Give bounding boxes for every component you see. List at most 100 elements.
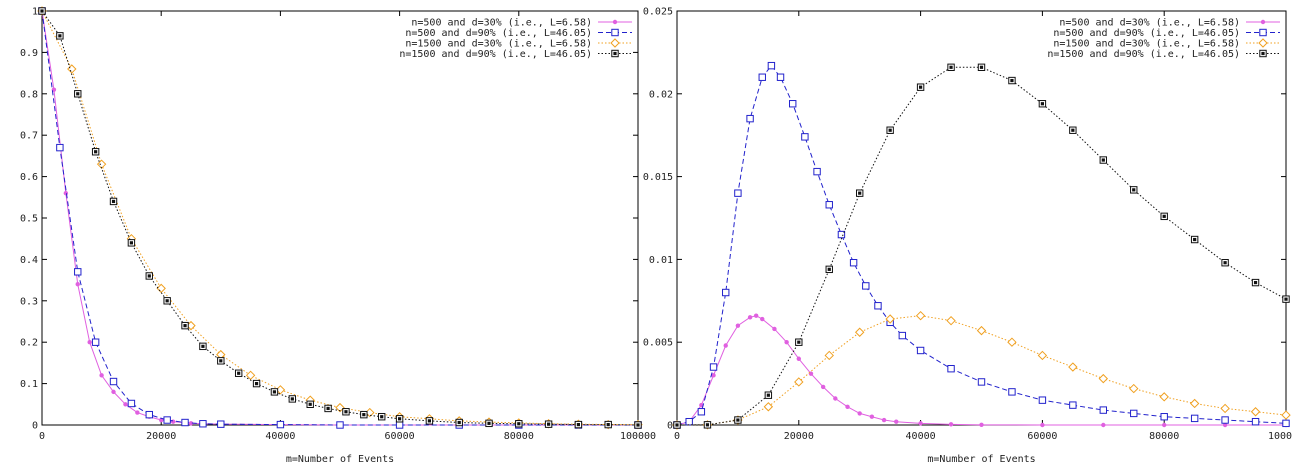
data-point (824, 350, 834, 361)
data-point (111, 389, 116, 395)
data-point (734, 416, 742, 424)
data-point (604, 420, 612, 429)
legend-label: n=1500 and d=90% (i.e., L=46.05) (399, 49, 592, 60)
data-point (976, 325, 987, 336)
y-tick-label: 0.5 (20, 214, 38, 225)
data-point (794, 377, 804, 387)
data-point (948, 422, 954, 427)
data-point (91, 338, 100, 346)
data-point (1068, 362, 1078, 372)
data-point (758, 73, 766, 81)
data-point (862, 282, 870, 290)
x-tick-label: 100000 (1268, 431, 1292, 442)
legend-label: n=500 and d=90% (i.e., L=46.05) (1053, 28, 1240, 39)
data-point (886, 126, 894, 134)
legend: n=500 and d=30% (i.e., L=6.58)n=500 and … (399, 18, 632, 60)
data-point (75, 282, 80, 287)
x-tick-label: 60000 (1027, 431, 1057, 442)
y-tick-label: 0.2 (20, 338, 38, 349)
series-line (676, 64, 1287, 426)
data-point (1221, 259, 1229, 267)
data-point (753, 313, 759, 318)
plot-frame (676, 10, 1287, 426)
series-2 (37, 6, 643, 430)
data-point (784, 340, 789, 345)
data-point (856, 189, 864, 197)
data-point (485, 419, 493, 428)
data-point (123, 402, 128, 407)
series-0 (39, 8, 641, 428)
data-point (869, 414, 875, 419)
data-point (776, 73, 785, 81)
data-point (395, 415, 404, 423)
legend-label: n=1500 and d=90% (i.e., L=46.05) (1047, 49, 1240, 60)
series-2 (672, 310, 1291, 430)
data-point (544, 420, 553, 428)
x-axis-label: m=Number of Events (927, 454, 1035, 465)
data-point (746, 114, 754, 123)
data-point (1189, 398, 1200, 409)
data-point (854, 327, 865, 337)
data-point (1160, 212, 1168, 221)
data-point (1190, 235, 1199, 244)
data-point (1282, 295, 1290, 303)
data-point (767, 61, 776, 70)
data-point (685, 417, 693, 426)
data-point (181, 418, 189, 427)
data-point (245, 370, 256, 381)
legend-marker (1260, 19, 1266, 25)
legend-label: n=500 and d=30% (i.e., L=6.58) (1059, 18, 1240, 29)
data-point (820, 384, 826, 390)
series-1 (673, 61, 1290, 429)
data-point (1281, 410, 1291, 420)
legend-marker (612, 19, 618, 25)
data-point (1069, 401, 1077, 409)
legend-label: n=1500 and d=30% (i.e., L=6.58) (1053, 39, 1240, 50)
data-point (747, 315, 753, 320)
series-3 (38, 7, 642, 429)
data-point (1130, 186, 1138, 194)
data-point (1007, 337, 1017, 347)
data-point (947, 364, 955, 373)
series-line (41, 10, 639, 426)
data-point (918, 421, 923, 426)
data-point (455, 418, 463, 427)
series-line (676, 315, 1287, 426)
data-point (825, 201, 833, 209)
data-point (947, 63, 955, 72)
data-point (288, 395, 297, 403)
plot-frame (41, 10, 639, 426)
data-point (127, 399, 136, 408)
data-point (67, 64, 77, 74)
data-point (217, 357, 225, 365)
data-point (276, 420, 285, 429)
y-tick-label: 0.6 (20, 172, 38, 183)
y-tick-label: 1 (32, 7, 38, 18)
chart-right-density: 0 0.005 0.01 0.015 0.02 0.025 0 20000 40000 60000… (643, 7, 1292, 465)
data-point (145, 272, 153, 280)
data-point (342, 408, 350, 416)
data-point (1008, 388, 1016, 396)
legend-label: n=500 and d=30% (i.e., L=6.58) (411, 18, 592, 29)
data-point (813, 167, 821, 176)
data-point (324, 404, 332, 413)
data-point (1038, 396, 1047, 404)
y-tick-label: 0.7 (20, 131, 38, 142)
data-point (1099, 156, 1107, 164)
data-point (135, 410, 140, 415)
legend: n=500 and d=30% (i.e., L=6.58)n=500 and … (1047, 18, 1280, 60)
data-point (722, 288, 730, 297)
data-point (181, 321, 189, 330)
data-point (425, 417, 434, 425)
x-tick-label: 100000 (620, 431, 656, 442)
data-point (378, 413, 386, 421)
data-point (574, 420, 583, 429)
data-point (336, 421, 344, 429)
data-point (795, 338, 803, 346)
data-point (38, 7, 46, 15)
data-point (703, 421, 712, 429)
x-axis-label: m=Number of Events (286, 454, 394, 465)
data-point (1220, 403, 1230, 414)
y-tick-label: 0 (32, 421, 38, 432)
data-point (145, 410, 153, 419)
